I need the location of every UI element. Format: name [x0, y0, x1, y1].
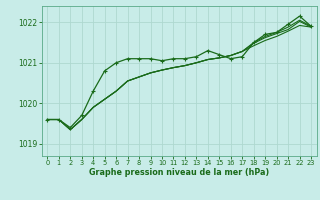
X-axis label: Graphe pression niveau de la mer (hPa): Graphe pression niveau de la mer (hPa) — [89, 168, 269, 177]
